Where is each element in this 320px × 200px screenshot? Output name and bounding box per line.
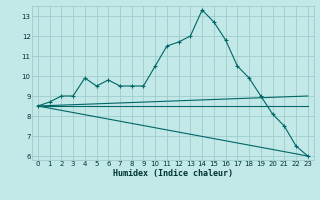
X-axis label: Humidex (Indice chaleur): Humidex (Indice chaleur) [113, 169, 233, 178]
